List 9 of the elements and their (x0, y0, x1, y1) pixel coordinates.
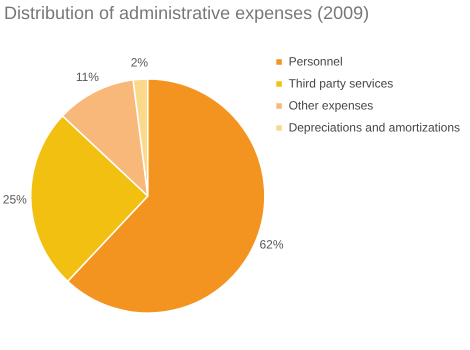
data-label: 62% (259, 237, 284, 252)
legend-label: Personnel (288, 54, 343, 68)
legend-label: Third party services (288, 76, 394, 90)
data-label: 11% (76, 70, 100, 84)
legend-label: Depreciations and amortizations (288, 120, 460, 134)
data-label: 25% (2, 192, 28, 206)
chart-title: Distribution of administrative expenses (2009) (3, 2, 370, 25)
legend-label: Other expenses (288, 98, 374, 112)
data-label: 2% (130, 56, 148, 70)
